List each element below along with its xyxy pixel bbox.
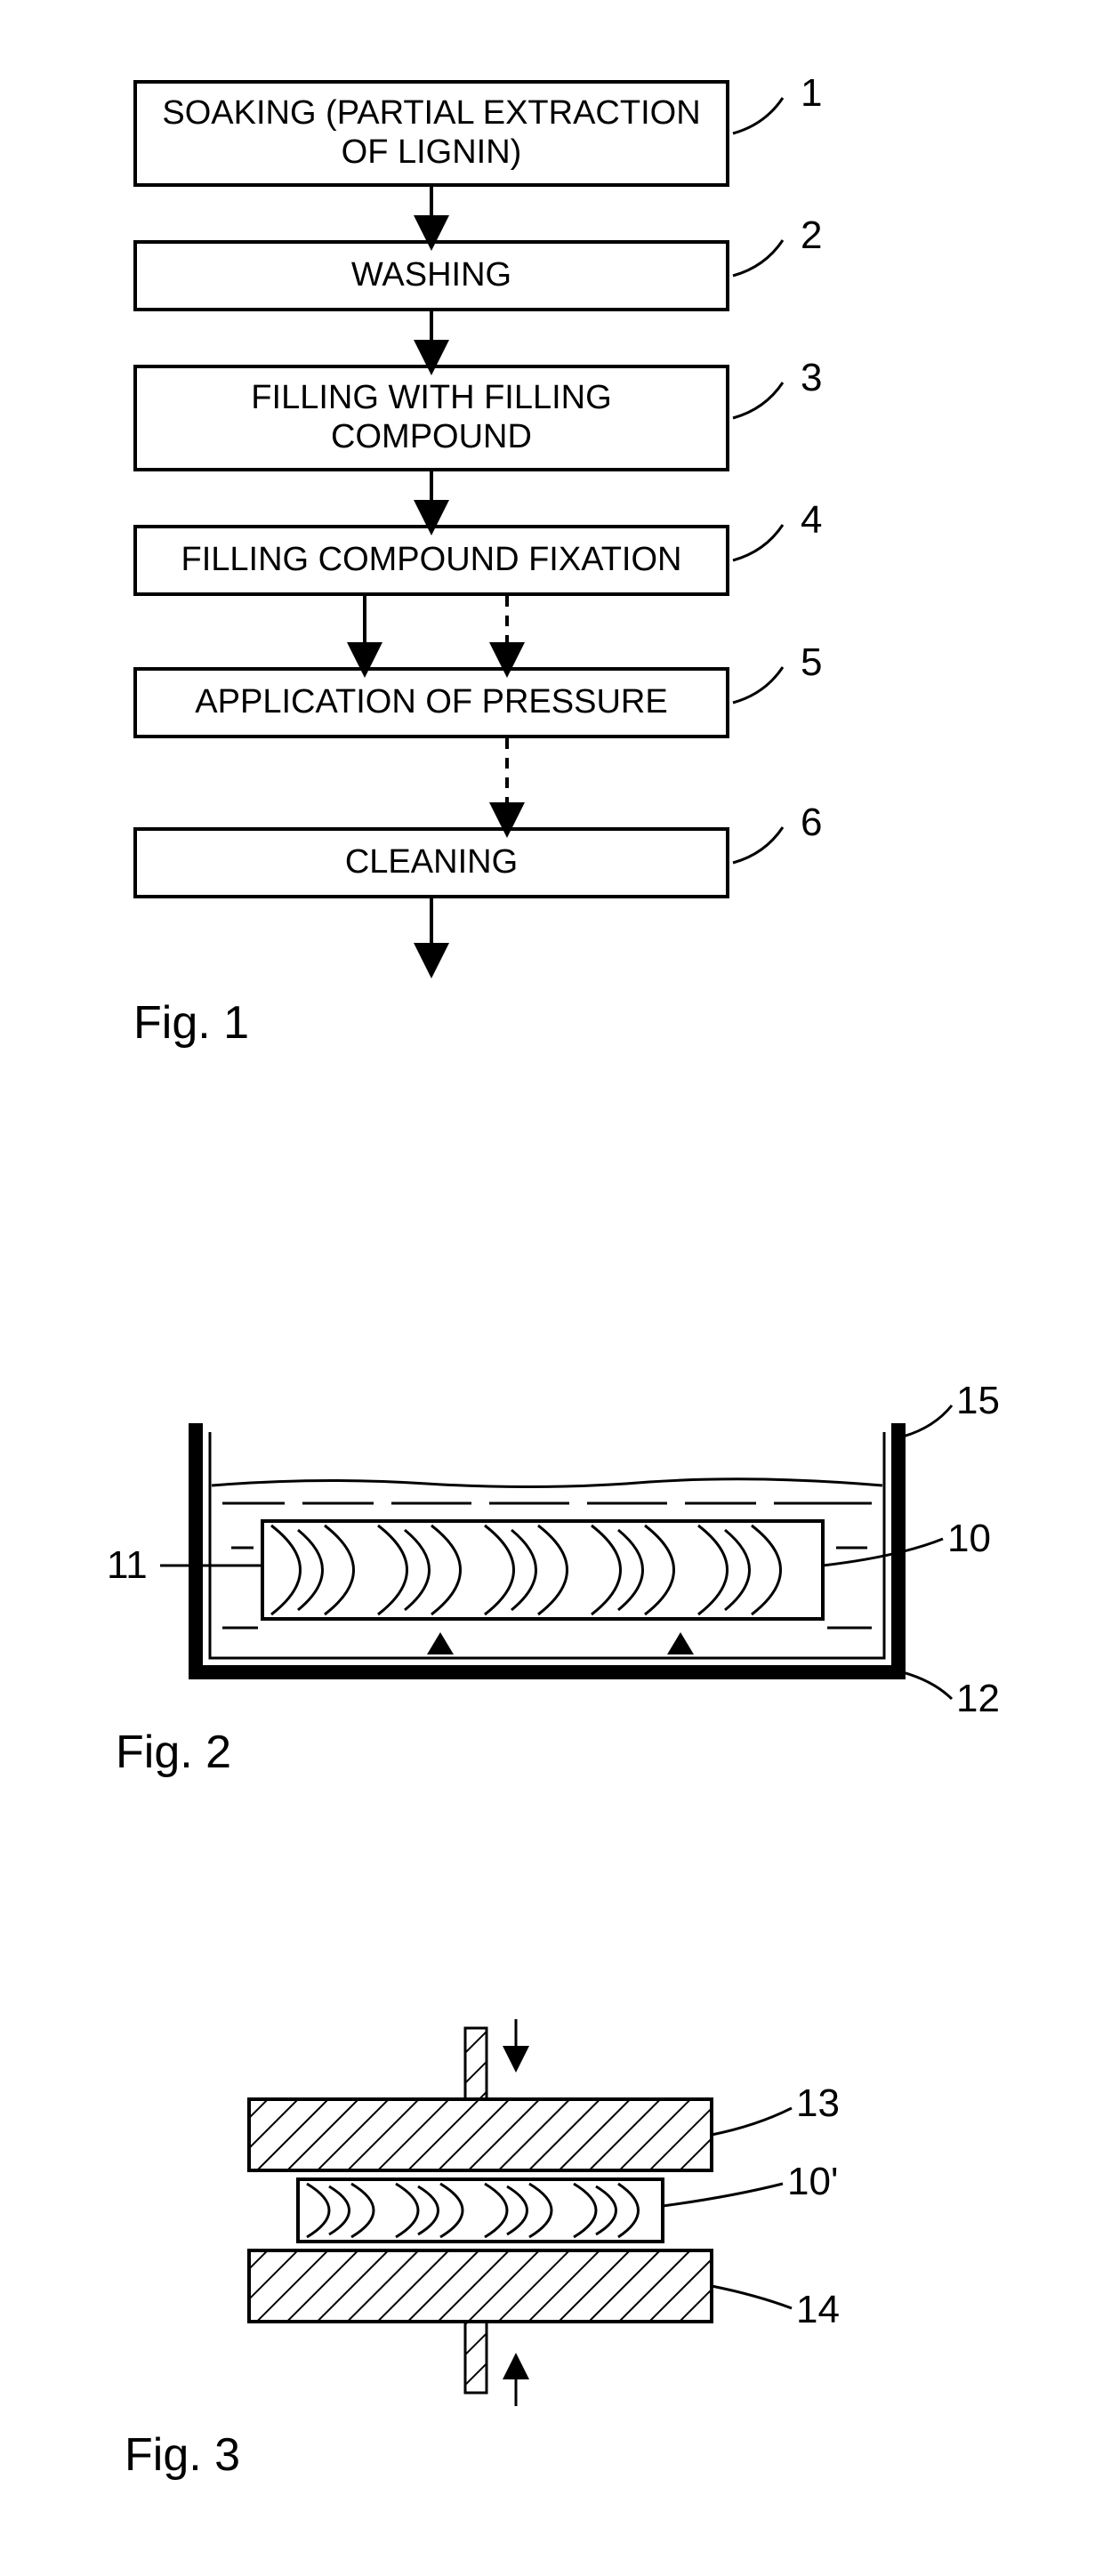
fig3-callout-10p: 10' — [787, 2160, 838, 2204]
fig1-callouts — [729, 80, 961, 934]
callout-2: 2 — [801, 213, 822, 258]
callout-1: 1 — [801, 71, 822, 116]
callout-3: 3 — [801, 356, 822, 400]
page: SOAKING (PARTIAL EXTRACTION OF LIGNIN) W… — [0, 0, 1103, 2576]
callout-4: 4 — [801, 498, 822, 543]
fig3-callout-13: 13 — [796, 2081, 840, 2126]
fig3-drawing — [205, 2010, 1005, 2437]
fig2-callout-10: 10 — [947, 1517, 991, 1561]
fig2-callout-12: 12 — [956, 1677, 1000, 1721]
fig2-callout-15: 15 — [956, 1379, 1000, 1423]
fig2-callout-11: 11 — [107, 1543, 148, 1588]
fig3-callout-14: 14 — [796, 2288, 840, 2332]
callout-6: 6 — [801, 801, 822, 845]
fig2-drawing — [98, 1388, 1005, 1761]
fig3-label: Fig. 3 — [125, 2428, 240, 2482]
figure-1: SOAKING (PARTIAL EXTRACTION OF LIGNIN) W… — [133, 80, 970, 1121]
callout-5: 5 — [801, 640, 822, 685]
fig1-label: Fig. 1 — [133, 996, 249, 1050]
figure-3: 13 10' 14 Fig. 3 — [205, 2010, 1005, 2508]
figure-2: 11 15 10 12 Fig. 2 — [98, 1388, 1005, 1832]
fig2-label: Fig. 2 — [116, 1726, 231, 1779]
